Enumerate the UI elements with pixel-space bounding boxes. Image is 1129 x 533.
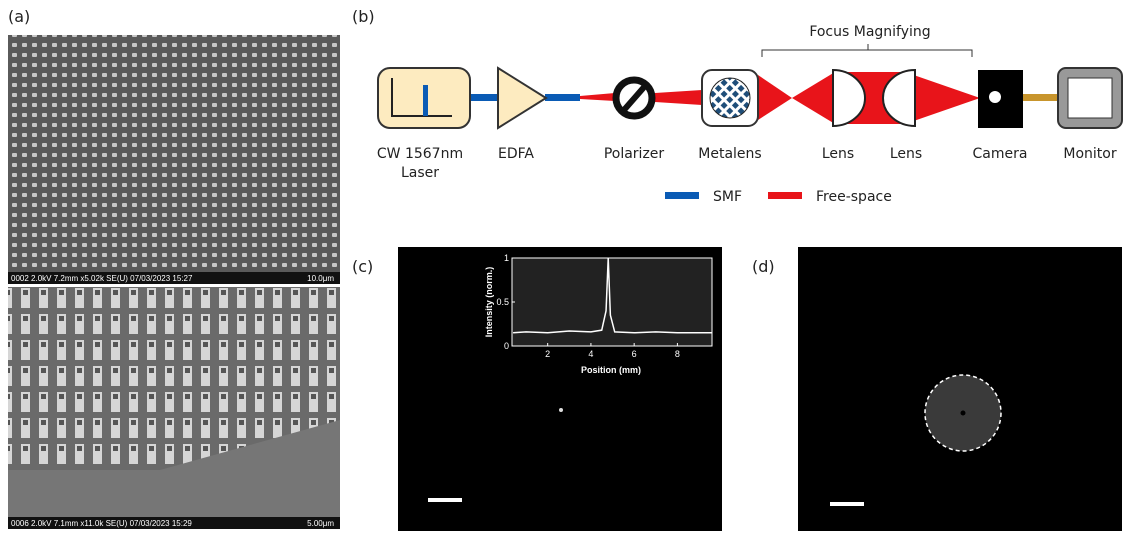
x-tick-label: 4 bbox=[588, 349, 593, 359]
focal-spot bbox=[559, 408, 563, 412]
monitor bbox=[1068, 78, 1112, 118]
figure: (a) 0002 2.0kV 7.2mm x5.02k SE(U) 07/03/… bbox=[0, 0, 1129, 533]
legend-label: SMF bbox=[713, 189, 742, 205]
bracket-label: Focus Magnifying bbox=[809, 24, 930, 40]
scale-bar bbox=[428, 498, 462, 502]
fiber bbox=[470, 94, 500, 101]
component-label: EDFA bbox=[498, 146, 534, 162]
camera bbox=[989, 91, 1001, 103]
panel-label: (c) bbox=[352, 257, 373, 276]
beam bbox=[655, 90, 702, 105]
edfa bbox=[498, 68, 546, 128]
fiber bbox=[545, 94, 580, 101]
sem-caption: 0002 2.0kV 7.2mm x5.02k SE(U) 07/03/2023… bbox=[11, 274, 193, 283]
legend-swatch bbox=[665, 192, 699, 199]
panel-label: (b) bbox=[352, 7, 375, 26]
x-tick-label: 8 bbox=[675, 349, 680, 359]
x-tick-label: 2 bbox=[545, 349, 550, 359]
sem-caption: 0006 2.0kV 7.1mm x11.0k SE(U) 07/03/2023… bbox=[11, 519, 192, 528]
component-label: Polarizer bbox=[604, 146, 665, 162]
panel-label: (d) bbox=[752, 257, 775, 276]
metalens bbox=[710, 78, 750, 118]
scale-bar bbox=[830, 502, 864, 506]
beam bbox=[905, 72, 980, 124]
beam bbox=[792, 72, 835, 124]
sem-scale: 10.0μm bbox=[307, 274, 334, 283]
focal-spot bbox=[961, 411, 966, 416]
sem-scale: 5.00μm bbox=[307, 519, 334, 528]
component-label: Laser bbox=[401, 165, 439, 181]
beam bbox=[580, 93, 615, 101]
component-label: Lens bbox=[890, 146, 922, 162]
component-label: Monitor bbox=[1063, 146, 1116, 162]
legend-swatch bbox=[768, 192, 802, 199]
beam bbox=[758, 75, 792, 120]
x-axis-label: Position (mm) bbox=[581, 365, 641, 375]
legend-label: Free-space bbox=[816, 189, 892, 205]
laser-line bbox=[423, 85, 428, 116]
bracket bbox=[762, 44, 972, 57]
component-label: Lens bbox=[822, 146, 854, 162]
sem-image bbox=[8, 35, 340, 272]
y-tick-label: 1 bbox=[504, 253, 509, 263]
panel-label: (a) bbox=[8, 7, 30, 26]
component-label: Metalens bbox=[698, 146, 761, 162]
component-label: Camera bbox=[973, 146, 1028, 162]
y-tick-label: 0.5 bbox=[496, 297, 509, 307]
cable bbox=[1023, 94, 1059, 101]
component-label: CW 1567nm bbox=[377, 146, 463, 162]
y-tick-label: 0 bbox=[504, 341, 509, 351]
y-axis-label: Intensity (norm.) bbox=[484, 267, 494, 338]
x-tick-label: 6 bbox=[632, 349, 637, 359]
